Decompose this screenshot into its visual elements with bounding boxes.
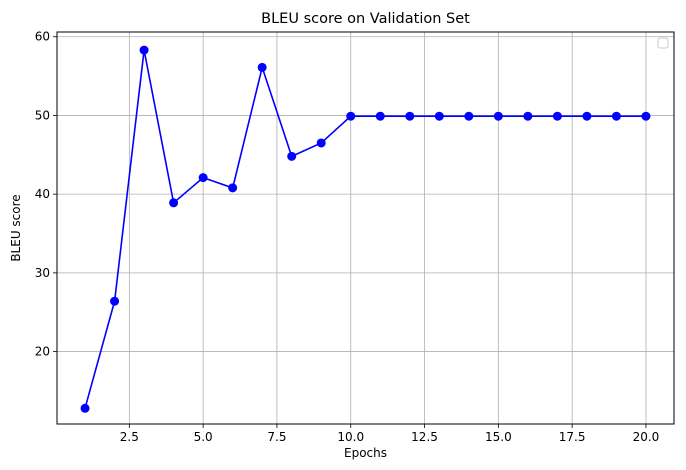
x-tick-label: 12.5: [411, 430, 438, 444]
data-point: [346, 111, 356, 121]
x-tick-label: 2.5: [120, 430, 139, 444]
y-tick-label: 60: [35, 30, 50, 44]
chart-title: BLEU score on Validation Set: [261, 11, 470, 27]
data-point: [228, 183, 238, 193]
data-point: [110, 296, 120, 306]
data-point: [611, 111, 621, 121]
y-tick-label: 30: [35, 266, 50, 280]
data-point: [316, 138, 326, 148]
x-tick-label: 7.5: [267, 430, 286, 444]
x-tick-label: 17.5: [559, 430, 586, 444]
legend-box: [657, 37, 669, 49]
y-tick-label: 40: [35, 187, 50, 201]
x-axis-label: Epochs: [344, 446, 387, 460]
series: [80, 45, 651, 413]
data-point: [493, 111, 503, 121]
plot-frame: [56, 31, 675, 425]
data-point: [139, 45, 149, 55]
x-tick-label: 5.0: [194, 430, 213, 444]
data-point: [375, 111, 385, 121]
data-point: [641, 111, 651, 121]
data-point: [287, 151, 297, 161]
y-axis-label: BLEU score: [9, 194, 23, 261]
data-point: [523, 111, 533, 121]
data-point: [257, 62, 267, 72]
x-tick-label: 20.0: [633, 430, 660, 444]
data-point: [464, 111, 474, 121]
x-tick-label: 10.0: [337, 430, 364, 444]
y-tick-label: 50: [35, 108, 50, 122]
data-point: [169, 198, 179, 208]
y-tick-label: 20: [35, 345, 50, 359]
data-point: [198, 173, 208, 183]
series-line: [84, 49, 646, 409]
data-point: [434, 111, 444, 121]
data-point: [552, 111, 562, 121]
axis-ticks: 2.5 5.0 7.5 10.0 12.5 15.0 17.5 20.0 20 30 40 50 60: [35, 30, 660, 444]
data-point: [80, 403, 90, 413]
data-point: [405, 111, 415, 121]
data-point: [582, 111, 592, 121]
x-tick-label: 15.0: [485, 430, 512, 444]
grid: [57, 32, 674, 424]
